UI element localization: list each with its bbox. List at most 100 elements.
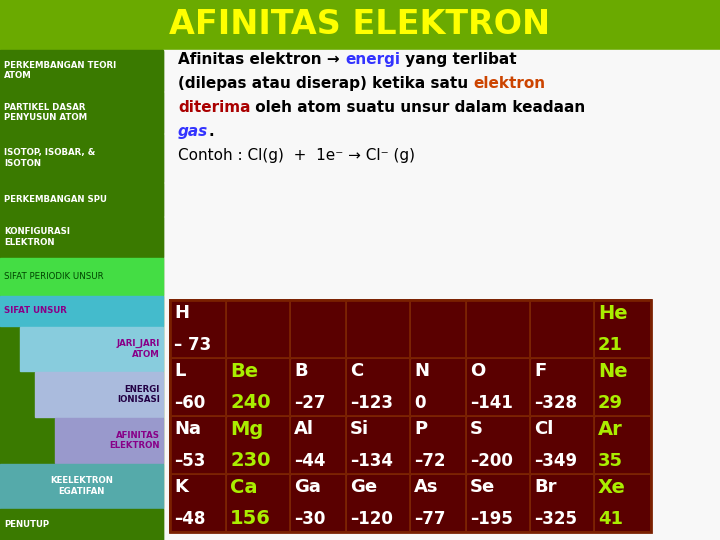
Bar (531, 475, 593, 531)
Bar (594, 358, 651, 416)
Bar (530, 300, 594, 358)
Text: yang terlibat: yang terlibat (400, 52, 516, 67)
Bar (0, 0, 720, 50)
Bar (467, 359, 529, 415)
Text: KEELEKTRON
EGATIFAN: KEELEKTRON EGATIFAN (50, 476, 113, 496)
Text: 230: 230 (230, 451, 271, 470)
Text: P: P (414, 420, 427, 438)
Bar (411, 359, 465, 415)
Bar (170, 474, 226, 532)
Bar (226, 416, 290, 474)
Text: 35: 35 (598, 452, 623, 470)
Bar (466, 474, 530, 532)
Text: Se: Se (470, 478, 495, 496)
Text: PERKEMBANGAN TEORI
ATOM: PERKEMBANGAN TEORI ATOM (4, 61, 116, 80)
Text: S: S (470, 420, 483, 438)
Text: Xe: Xe (598, 478, 626, 497)
Bar (0, 51, 163, 91)
Bar (290, 474, 346, 532)
Text: N: N (414, 362, 429, 380)
Text: Afinitas elektron →: Afinitas elektron → (178, 52, 345, 67)
Bar (467, 417, 529, 473)
Text: L: L (174, 362, 185, 380)
Text: Si: Si (350, 420, 369, 438)
Text: Al: Al (294, 420, 314, 438)
Text: Contoh : Cl(g)  +  1e⁻ → Cl⁻ (g): Contoh : Cl(g) + 1e⁻ → Cl⁻ (g) (178, 148, 415, 163)
Bar (0, 464, 163, 508)
Text: SIFAT PERIODIK UNSUR: SIFAT PERIODIK UNSUR (4, 272, 104, 281)
Text: Ca: Ca (230, 478, 258, 497)
Bar (0, 258, 163, 294)
Text: Ar: Ar (598, 420, 623, 439)
Bar (171, 417, 225, 473)
Text: –30: –30 (294, 510, 325, 528)
Text: –134: –134 (350, 452, 393, 470)
Bar (410, 300, 466, 358)
Text: Cl: Cl (534, 420, 554, 438)
Bar (35, 372, 163, 417)
Text: gas: gas (178, 124, 208, 139)
Bar (594, 474, 651, 532)
Text: SIFAT UNSUR: SIFAT UNSUR (4, 306, 67, 315)
Text: Ga: Ga (294, 478, 321, 496)
Bar (531, 417, 593, 473)
Bar (0, 295, 163, 326)
Bar (411, 475, 465, 531)
Bar (595, 475, 650, 531)
Text: –77: –77 (414, 510, 446, 528)
Text: K: K (174, 478, 188, 496)
Text: PERKEMBANGAN SPU: PERKEMBANGAN SPU (4, 195, 107, 204)
Bar (410, 474, 466, 532)
Text: 0: 0 (414, 394, 426, 412)
Text: –141: –141 (470, 394, 513, 412)
Text: Ne: Ne (598, 362, 628, 381)
Text: –120: –120 (350, 510, 393, 528)
Text: energi: energi (345, 52, 400, 67)
Bar (0, 133, 163, 183)
Bar (530, 416, 594, 474)
Bar (466, 358, 530, 416)
Bar (226, 474, 290, 532)
Bar (290, 416, 346, 474)
Bar (163, 50, 720, 540)
Bar (530, 358, 594, 416)
Bar (291, 301, 345, 357)
Bar (20, 327, 163, 372)
Text: JARI_JARI
ATOM: JARI_JARI ATOM (117, 339, 160, 359)
Text: .: . (208, 124, 214, 139)
Bar (227, 475, 289, 531)
Bar (595, 359, 650, 415)
Text: ISOTOP, ISOBAR, &
ISOTON: ISOTOP, ISOBAR, & ISOTON (4, 148, 95, 167)
Text: As: As (414, 478, 438, 496)
Bar (290, 300, 346, 358)
Text: –44: –44 (294, 452, 325, 470)
Text: diterima: diterima (178, 100, 251, 115)
Bar (170, 416, 226, 474)
Text: C: C (350, 362, 364, 380)
Text: –53: –53 (174, 452, 205, 470)
Bar (411, 417, 465, 473)
Text: PENUTUP: PENUTUP (4, 520, 49, 529)
Bar (227, 417, 289, 473)
Text: O: O (470, 362, 485, 380)
Text: –349: –349 (534, 452, 577, 470)
Text: (dilepas atau diserap) ketika satu: (dilepas atau diserap) ketika satu (178, 76, 473, 91)
Bar (346, 300, 410, 358)
Text: AFINITAS
ELEKTRON: AFINITAS ELEKTRON (109, 430, 160, 450)
Text: 240: 240 (230, 393, 271, 412)
Bar (170, 358, 226, 416)
Bar (346, 474, 410, 532)
Bar (290, 358, 346, 416)
Text: AFINITAS ELEKTRON: AFINITAS ELEKTRON (169, 9, 551, 42)
Bar (411, 301, 465, 357)
Bar (594, 416, 651, 474)
Bar (531, 301, 593, 357)
Text: H: H (174, 304, 189, 322)
Text: 29: 29 (598, 394, 623, 412)
Bar (0, 92, 163, 132)
Bar (0, 50, 163, 540)
Text: oleh atom suatu unsur dalam keadaan: oleh atom suatu unsur dalam keadaan (251, 100, 586, 115)
Bar (466, 300, 530, 358)
Bar (346, 358, 410, 416)
Bar (226, 300, 290, 358)
